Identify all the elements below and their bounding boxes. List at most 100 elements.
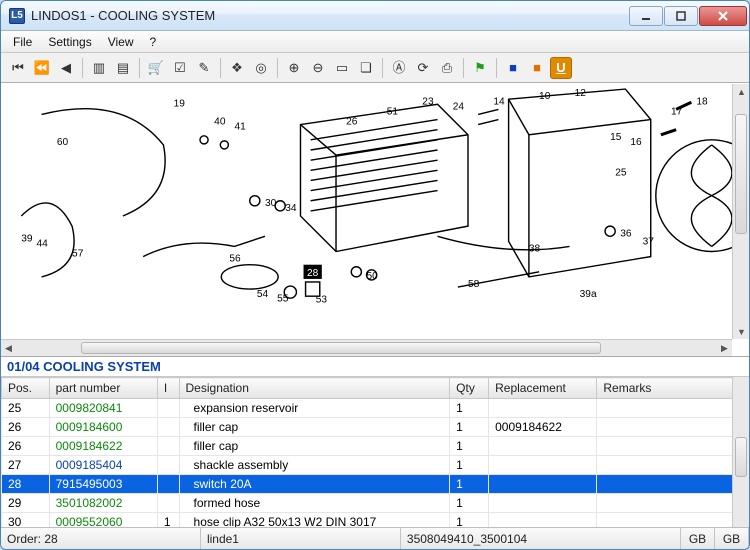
toolbar-note-button[interactable]: ✎	[193, 57, 215, 79]
minimize-button[interactable]	[629, 6, 663, 26]
marker-icon: Ⓐ	[392, 61, 405, 74]
toolbar-target-button[interactable]: ◎	[250, 57, 272, 79]
toolbar-separator	[82, 58, 83, 78]
diagram-highlight-label: 28	[307, 268, 319, 279]
col-rep[interactable]: Replacement	[489, 378, 597, 399]
part-number: 0009820841	[56, 401, 123, 415]
menu-view[interactable]: View	[100, 33, 142, 51]
toolbar-square-orange-button[interactable]: ■	[526, 57, 548, 79]
callout-23: 23	[422, 96, 434, 107]
square-blue-icon: ■	[509, 61, 517, 74]
status-user: linde1	[201, 528, 401, 549]
parts-table[interactable]: Pos.part numberIDesignationQtyReplacemen…	[1, 377, 749, 527]
callout-37: 37	[643, 236, 655, 247]
parts-table-pane: 01/04 COOLING SYSTEM Pos.part numberIDes…	[1, 357, 749, 527]
rotate-icon: ⟳	[418, 61, 429, 74]
toolbar-zoom-out-button[interactable]: ⊖	[307, 57, 329, 79]
callout-14: 14	[493, 96, 505, 107]
table-vertical-scrollbar[interactable]	[732, 377, 749, 527]
table-row[interactable]: 270009185404shackle assembly1	[2, 456, 749, 475]
status-lang2: GB	[715, 528, 749, 549]
callout-10: 10	[539, 91, 551, 102]
toolbar-separator	[463, 58, 464, 78]
callout-50: 50	[366, 271, 378, 282]
toolbar-fit-page-button[interactable]: ▥	[88, 57, 110, 79]
maximize-button[interactable]	[664, 6, 698, 26]
toolbar-marker-button[interactable]: Ⓐ	[388, 57, 410, 79]
col-des[interactable]: Designation	[179, 378, 450, 399]
toolbar-print-button[interactable]: ⎙	[436, 57, 458, 79]
callout-53: 53	[316, 294, 328, 305]
part-number: 3501082002	[56, 496, 123, 510]
part-number: 7915495003	[56, 477, 123, 491]
diagram-vertical-scrollbar[interactable]: ▲▼	[732, 84, 749, 339]
zoom-in-icon: ⊕	[289, 61, 300, 74]
toolbar-fit-width-button[interactable]: ▤	[112, 57, 134, 79]
toolbar-rotate-button[interactable]: ⟳	[412, 57, 434, 79]
menubar: FileSettingsView?	[1, 31, 749, 53]
callout-51: 51	[387, 106, 399, 117]
part-number: 0009552060	[56, 515, 123, 527]
content: 28 6019394457564041303426512324141012505…	[1, 83, 749, 527]
app-icon: L5	[9, 8, 25, 24]
table-row[interactable]: 250009820841expansion reservoir1	[2, 399, 749, 418]
layers-icon: ❖	[231, 61, 243, 74]
status-order: Order: 28	[1, 528, 201, 549]
check-icon: ☑	[174, 61, 186, 74]
toolbar-first-button[interactable]: ⏮	[7, 57, 29, 79]
menu-help[interactable]: ?	[142, 33, 165, 51]
menu-file[interactable]: File	[5, 33, 40, 51]
diagram-horizontal-scrollbar[interactable]: ◀▶	[1, 339, 732, 356]
table-row[interactable]: 260009184600filler cap10009184622	[2, 418, 749, 437]
toolbar-prev-button[interactable]: ◀	[55, 57, 77, 79]
toolbar-separator	[220, 58, 221, 78]
toolbar-badge-u-button[interactable]: U	[550, 57, 572, 79]
fit-width-icon: ▤	[117, 61, 129, 74]
col-i[interactable]: I	[157, 378, 179, 399]
callout-30: 30	[265, 198, 277, 209]
window-title: LINDOS1 - COOLING SYSTEM	[31, 8, 629, 23]
callout-58: 58	[468, 279, 480, 290]
col-pn[interactable]: part number	[49, 378, 157, 399]
callout-54: 54	[257, 289, 269, 300]
callout-41: 41	[234, 122, 246, 133]
app-window: L5 LINDOS1 - COOLING SYSTEM FileSettings…	[0, 0, 750, 550]
callout-60: 60	[57, 137, 69, 148]
duplicate-icon: ❏	[360, 61, 372, 74]
print-icon: ⎙	[442, 61, 452, 74]
table-row[interactable]: 3000095520601hose clip A32 50x13 W2 DIN …	[2, 513, 749, 528]
toolbar-square-blue-button[interactable]: ■	[502, 57, 524, 79]
titlebar[interactable]: L5 LINDOS1 - COOLING SYSTEM	[1, 1, 749, 31]
prev-fast-icon: ⏪	[34, 61, 50, 74]
col-pos[interactable]: Pos.	[2, 378, 50, 399]
table-title: 01/04 COOLING SYSTEM	[1, 357, 749, 376]
table-row[interactable]: 260009184622filler cap1	[2, 437, 749, 456]
toolbar-flag-green-button[interactable]: ⚑	[469, 57, 491, 79]
toolbar-cart-button[interactable]: 🛒	[145, 57, 167, 79]
toolbar-page-button[interactable]: ▭	[331, 57, 353, 79]
square-orange-icon: ■	[533, 61, 541, 74]
callout-39: 39	[21, 233, 33, 244]
callout-34: 34	[285, 203, 297, 214]
exploded-diagram[interactable]: 28 6019394457564041303426512324141012505…	[1, 84, 732, 318]
prev-icon: ◀	[61, 61, 71, 74]
col-rem[interactable]: Remarks	[597, 378, 749, 399]
table-row[interactable]: 293501082002formed hose1	[2, 494, 749, 513]
diagram-pane: 28 6019394457564041303426512324141012505…	[1, 84, 749, 357]
statusbar: Order: 28 linde1 3508049410_3500104 GB G…	[1, 527, 749, 549]
cart-icon: 🛒	[148, 61, 164, 74]
toolbar-check-button[interactable]: ☑	[169, 57, 191, 79]
toolbar-zoom-in-button[interactable]: ⊕	[283, 57, 305, 79]
col-qty[interactable]: Qty	[450, 378, 489, 399]
toolbar-prev-fast-button[interactable]: ⏪	[31, 57, 53, 79]
first-icon: ⏮	[12, 61, 24, 74]
table-row[interactable]: 287915495003switch 20A1	[2, 475, 749, 494]
toolbar-layers-button[interactable]: ❖	[226, 57, 248, 79]
menu-settings[interactable]: Settings	[40, 33, 99, 51]
toolbar-duplicate-button[interactable]: ❏	[355, 57, 377, 79]
close-button[interactable]	[699, 6, 747, 26]
toolbar-separator	[139, 58, 140, 78]
zoom-out-icon: ⊖	[313, 61, 324, 74]
part-number: 0009184622	[56, 439, 123, 453]
toolbar-separator	[382, 58, 383, 78]
